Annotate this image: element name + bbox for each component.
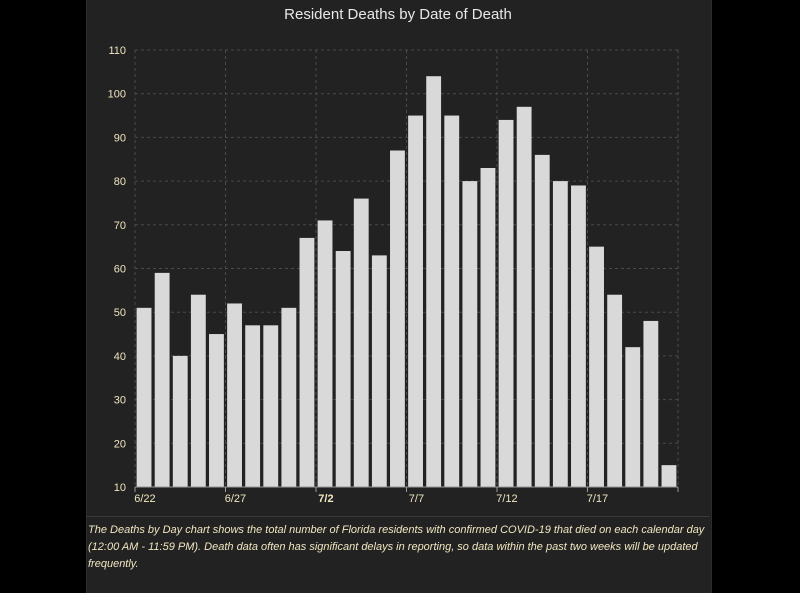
- bar: [190, 294, 206, 487]
- bar: [498, 119, 514, 488]
- bar: [534, 154, 550, 487]
- y-tick-label: 80: [114, 176, 126, 188]
- bar: [299, 237, 315, 487]
- bar: [643, 320, 659, 487]
- y-tick-label: 40: [114, 351, 126, 363]
- bar: [552, 181, 568, 487]
- y-tick-label: 30: [114, 395, 126, 407]
- y-tick-label: 20: [114, 438, 126, 450]
- x-tick-label: 7/7: [409, 493, 424, 505]
- bar: [317, 220, 333, 487]
- x-tick-label: 6/22: [134, 493, 155, 505]
- x-tick-label: 7/17: [587, 493, 608, 505]
- bar: [371, 255, 387, 487]
- bar: [263, 325, 279, 487]
- x-tick-label: 6/27: [225, 493, 246, 505]
- x-tick-label: 7/12: [496, 493, 517, 505]
- bar: [462, 181, 478, 487]
- bar: [172, 355, 188, 487]
- bar: [607, 294, 623, 487]
- bar: [353, 198, 369, 487]
- bar: [227, 303, 242, 487]
- bar: [209, 334, 224, 487]
- bar: [661, 465, 677, 487]
- y-tick-label: 10: [114, 482, 126, 494]
- chart-title: Resident Deaths by Date of Death: [284, 6, 512, 23]
- x-tick-label: 7/2: [318, 493, 333, 505]
- bar: [390, 150, 405, 487]
- y-tick-label: 50: [114, 307, 126, 319]
- y-tick-label: 110: [108, 45, 126, 57]
- divider: [86, 516, 710, 517]
- y-tick-label: 100: [108, 89, 126, 101]
- bar: [408, 115, 423, 488]
- bar: [625, 347, 641, 487]
- bar: [444, 115, 460, 488]
- y-tick-label: 60: [114, 264, 126, 276]
- bar: [589, 246, 604, 487]
- bar: [136, 307, 152, 487]
- y-tick-label: 90: [114, 132, 126, 144]
- bar: [571, 185, 586, 487]
- y-tick-label: 70: [114, 220, 126, 232]
- bar: [516, 106, 532, 487]
- bar: [335, 251, 351, 487]
- chart-description: The Deaths by Day chart shows the total …: [88, 524, 705, 570]
- bar: [245, 325, 261, 487]
- bar: [281, 307, 297, 487]
- bar: [426, 76, 442, 487]
- bar: [480, 167, 496, 488]
- bar: [154, 272, 170, 487]
